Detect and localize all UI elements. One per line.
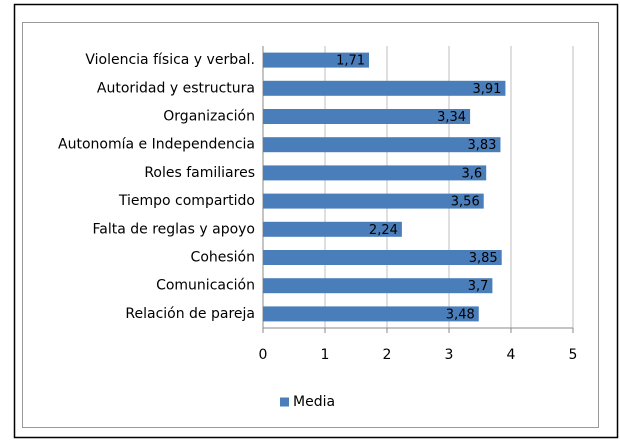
data-label: 3,85 — [469, 251, 498, 266]
y-tick-label: Roles familiares — [144, 165, 255, 181]
data-label: 3,7 — [468, 279, 489, 294]
y-tick-label: Relación de pareja — [125, 306, 255, 322]
bar — [263, 80, 506, 96]
bar — [263, 165, 487, 181]
bar — [263, 52, 370, 68]
x-tick-label: 1 — [321, 347, 330, 363]
x-tick-label: 5 — [569, 347, 578, 363]
legend-swatch — [280, 397, 289, 407]
data-label: 3,48 — [446, 307, 475, 322]
bar — [263, 306, 479, 322]
y-tick-label: Autoridad y estructura — [97, 80, 255, 96]
x-tick-label: 4 — [507, 347, 516, 363]
data-label: 3,6 — [462, 166, 483, 181]
bar — [263, 250, 502, 265]
y-tick-label: Comunicación — [156, 278, 255, 294]
y-tick-label: Falta de reglas y apoyo — [93, 221, 255, 237]
x-tick-label: 0 — [259, 347, 268, 363]
data-label: 3,56 — [451, 195, 480, 210]
bar — [263, 193, 484, 209]
data-label: 3,34 — [437, 110, 466, 125]
bar — [263, 221, 402, 237]
frame — [13, 3, 619, 439]
y-tick-label: Cohesión — [191, 250, 255, 266]
y-tick-label: Autonomía e Independencia — [58, 137, 255, 153]
data-label: 3,91 — [472, 82, 501, 97]
legend-label: Media — [293, 394, 335, 410]
x-tick-label: 3 — [445, 347, 454, 363]
x-tick-label: 2 — [383, 347, 392, 363]
y-tick-label: Organización — [163, 109, 255, 125]
data-label: 1,71 — [336, 54, 365, 69]
y-tick-label: Tiempo compartido — [118, 193, 255, 209]
data-label: 2,24 — [369, 223, 398, 238]
y-tick-label: Violencia física y verbal. — [85, 52, 255, 68]
data-label: 3,83 — [468, 138, 497, 153]
bar — [263, 278, 493, 294]
bar — [263, 137, 501, 153]
bar — [263, 109, 471, 124]
